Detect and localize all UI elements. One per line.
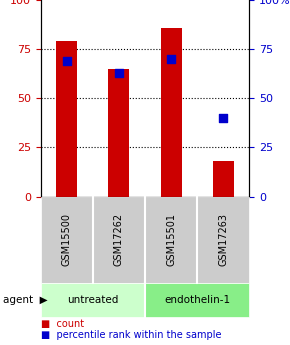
Text: GSM15500: GSM15500 [62,213,72,266]
Point [221,115,226,121]
Text: untreated: untreated [67,295,119,305]
Text: ■  count: ■ count [41,319,84,329]
Bar [108,69,129,197]
Point [169,56,173,62]
Point [64,58,69,64]
Bar [161,28,182,197]
Text: GSM17262: GSM17262 [114,213,124,266]
Bar [56,41,77,197]
Text: endothelin-1: endothelin-1 [164,295,230,305]
Bar [213,161,234,197]
Text: GSM17263: GSM17263 [218,213,228,266]
Text: agent  ▶: agent ▶ [3,295,48,305]
Point [117,70,121,76]
Text: GSM15501: GSM15501 [166,213,176,266]
Text: ■  percentile rank within the sample: ■ percentile rank within the sample [41,330,221,339]
